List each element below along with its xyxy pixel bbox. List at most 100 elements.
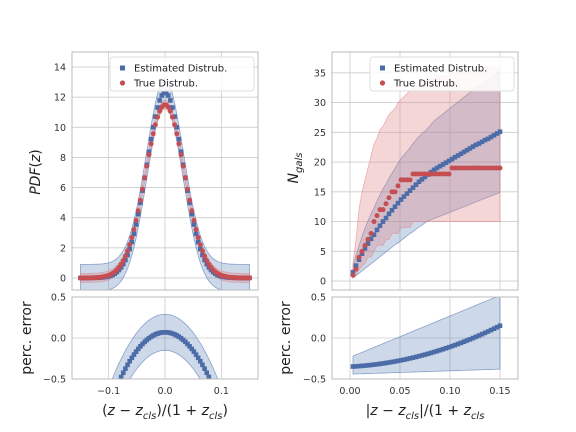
pdf-ytick-label-3: 6	[60, 183, 66, 194]
ngals-error-series-0-point-35	[455, 341, 461, 347]
ngals-series-0-point-24	[422, 174, 428, 180]
ngals-error-x-axis-label: |z − zcls|/(1 + zcls	[366, 403, 485, 422]
pdf-series-1-point-37	[157, 108, 163, 114]
ngals-error-series-0-point-2	[356, 363, 362, 369]
ngals-error-series-0-point-34	[452, 342, 458, 348]
pdf-series-1-point-49	[182, 175, 188, 181]
ngals-error-series-0-point-17	[401, 357, 407, 362]
pdf-series-0-point-54	[193, 231, 199, 237]
pdf-error-panel: −0.5 0.0 0.5 −0.1 0.0 0.1 perc. error (z − zc…	[19, 293, 259, 422]
pdf-error-axes-frame	[71, 296, 259, 380]
ngals-error-xtick-label-2: 0.10	[439, 386, 460, 397]
ngals-ytick-label-0: 0	[320, 277, 326, 288]
ngals-series-0-point-10	[380, 219, 386, 224]
ngals-y-axis-label: Ngals	[286, 153, 305, 184]
pdf-ytick-label-2: 4	[60, 213, 66, 224]
pdf-series-1-point-50	[184, 186, 190, 192]
pdf-series-0-point-40	[163, 90, 169, 96]
ngals-series-0-point-14	[392, 204, 398, 209]
pdf-error-series-0-band	[111, 313, 219, 379]
ngals-series-0-point-15	[395, 200, 401, 206]
ngals-error-series-0-band	[352, 297, 501, 375]
ngals-series-0-point-12	[386, 211, 392, 217]
pdf-series-1-point-48	[180, 163, 186, 169]
ngals-error-ytick-label-1: 0.0	[311, 334, 326, 345]
ngals-series-0-point-45	[485, 136, 491, 142]
pdf-series-0-point-53	[191, 222, 197, 227]
pdf-series-1-point-52	[189, 208, 195, 214]
ngals-series-0-point-34	[452, 155, 458, 160]
pdf-series-0-point-33	[148, 136, 154, 142]
ngals-ytick-label-3: 15	[314, 187, 326, 198]
pdf-ytick-label-7: 14	[54, 63, 66, 74]
pdf-series-0-point-45	[174, 124, 180, 130]
pdf-marks	[77, 90, 253, 281]
pdf-series-1-point-57	[199, 248, 205, 254]
pdf-error-series-0-point-21	[123, 366, 128, 371]
pdf-error-series-0-point-54	[193, 352, 199, 357]
ngals-series-0-point-41	[473, 142, 479, 148]
pdf-error-series-0-point-55	[195, 355, 201, 361]
pdf-series-0-point-28	[138, 200, 143, 206]
ngals-error-series-0-point-26	[428, 350, 434, 356]
ngals-series-0-point-6	[368, 236, 374, 242]
ngals-error-series-0-point-48	[494, 324, 500, 330]
pdf-error-series-0-point-18	[117, 379, 122, 384]
ngals-error-panel: −0.5 0.0 0.5 0.00 0.05 0.10 0.15 perc. error |…	[278, 293, 519, 422]
ngals-marks	[350, 129, 503, 278]
ngals-error-bands	[352, 297, 501, 375]
ngals-error-series-0-point-46	[488, 327, 494, 333]
ngals-series-0-point-22	[416, 179, 422, 185]
pdf-series-1-point-34	[150, 131, 156, 137]
pdf-series-0-point-23	[127, 246, 132, 252]
ngals-series-0-point-37	[461, 149, 467, 155]
pdf-error-marks	[117, 329, 212, 384]
ngals-error-series-0-point-28	[434, 348, 440, 354]
ngals-error-series-0-point-49	[497, 323, 503, 329]
ngals-error-series-0-point-29	[437, 347, 443, 353]
ngals-error-series-0-point-38	[464, 338, 470, 343]
pdf-error-series-0-point-23	[127, 358, 132, 364]
ngals-series-1-point-19	[407, 177, 413, 183]
pdf-error-series-0-point-57	[200, 362, 205, 368]
ngals-error-axes-frame	[331, 296, 519, 380]
pdf-error-y-axis-label: perc. error	[19, 301, 35, 375]
ngals-series-1-point-15	[395, 183, 401, 189]
ngals-error-series-0-point-13	[389, 359, 395, 365]
ngals-series-0-point-9	[377, 223, 383, 229]
ngals-series-0-point-23	[419, 177, 425, 182]
pdf-series-0-point-46	[176, 136, 182, 142]
ngals-error-series-0-point-24	[422, 352, 428, 357]
pdf-error-ytick-label-1: 0.0	[51, 334, 66, 345]
ngals-series-0-point-7	[371, 232, 377, 237]
pdf-series-0-band	[80, 79, 250, 290]
ngals-error-series-0-point-33	[449, 343, 455, 349]
pdf-series-1-point-56	[197, 242, 203, 248]
ngals-error-y-axis-label: perc. error	[278, 301, 294, 375]
ngals-error-series-0-point-21	[413, 354, 419, 360]
ngals-series-1-point-3	[359, 248, 365, 254]
ngals-series-0-point-38	[464, 147, 470, 153]
pdf-series-1-point-53	[191, 218, 197, 224]
pdf-error-ytick-label-0: −0.5	[43, 375, 66, 386]
ngals-series-0-point-1	[353, 263, 359, 268]
ngals-error-series-0-point-9	[377, 361, 383, 367]
pdf-series-0-point-36	[155, 105, 160, 110]
ngals-error-series-0-point-16	[398, 358, 404, 363]
pdf-error-tick-labels: −0.5 0.0 0.5 −0.1 0.0 0.1	[43, 293, 229, 398]
pdf-error-series-0-point-19	[118, 374, 124, 379]
pdf-series-1-point-55	[195, 235, 201, 241]
pdf-legend-swatch-0	[120, 65, 125, 71]
pdf-panel: 0 2 4 6 8 10 12 14 PDF(z) Estimated Distrub. Tru…	[28, 51, 259, 291]
pdf-error-xtick-label-1: 0.0	[157, 386, 172, 397]
pdf-series-1-point-41	[165, 104, 171, 110]
ngals-error-series-0-point-0	[350, 364, 356, 369]
ngals-legend-swatch-1	[379, 80, 386, 86]
ngals-series-0-point-20	[410, 185, 416, 190]
ngals-error-series-0-point-3	[359, 363, 365, 369]
ngals-legend: Estimated Distrub. True Distrub.	[369, 56, 515, 92]
ngals-ytick-label-7: 35	[314, 68, 326, 79]
ngals-series-1-point-14	[392, 189, 398, 195]
pdf-series-1-point-24	[129, 235, 135, 241]
